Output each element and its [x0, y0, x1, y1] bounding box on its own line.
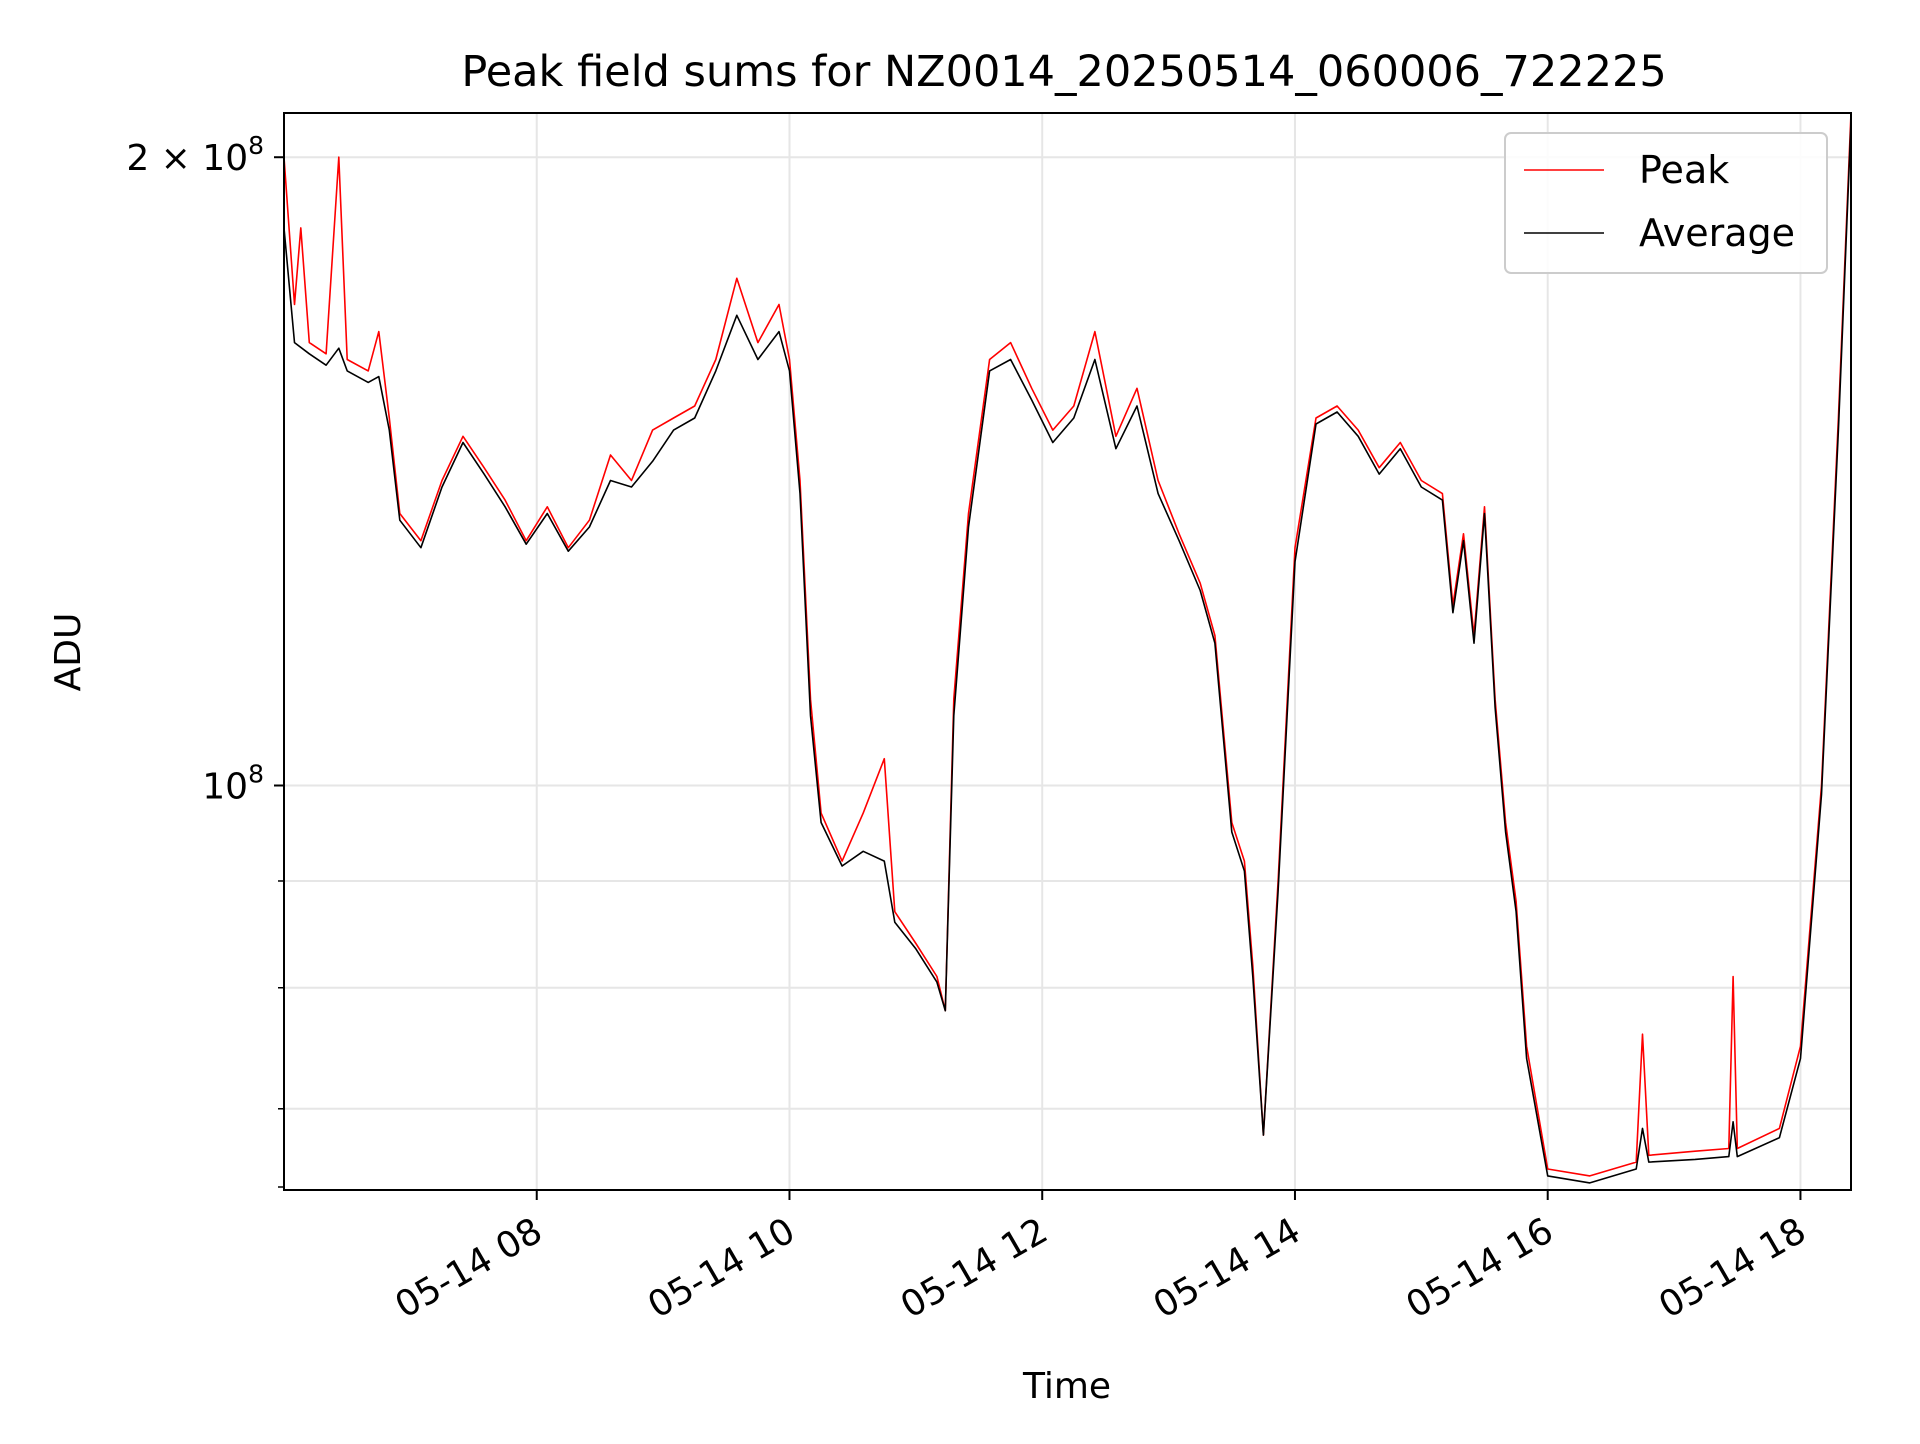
x-axis-title: Time	[1022, 1366, 1111, 1407]
x-tick-label: 05-14 16	[1400, 1210, 1561, 1326]
y-axis: 108 2 × 108	[126, 131, 284, 1188]
x-axis: 05-14 08 05-14 10 05-14 12 05-14 14 05-14 16…	[389, 1190, 1813, 1327]
x-tick-label: 05-14 12	[894, 1210, 1055, 1326]
y-tick-label: 2 × 108	[126, 131, 264, 179]
chart-title: Peak field sums for NZ0014_20250514_0600…	[461, 47, 1666, 97]
series-layer	[283, 112, 1852, 1184]
grid	[284, 113, 1851, 1190]
plot-frame	[283, 112, 1852, 1191]
series-line-average	[283, 121, 1852, 1184]
x-tick-label: 05-14 10	[641, 1210, 802, 1326]
legend-label-peak: Peak	[1639, 148, 1729, 192]
x-tick-label: 05-14 14	[1147, 1210, 1308, 1326]
legend: Peak Average	[1504, 132, 1828, 274]
legend-label-average: Average	[1639, 211, 1795, 255]
legend-box	[1504, 132, 1828, 274]
y-axis-title: ADU	[48, 613, 89, 692]
y-tick-label: 108	[202, 759, 264, 807]
x-tick-label: 05-14 08	[389, 1210, 550, 1326]
x-tick-label: 05-14 18	[1652, 1210, 1813, 1326]
